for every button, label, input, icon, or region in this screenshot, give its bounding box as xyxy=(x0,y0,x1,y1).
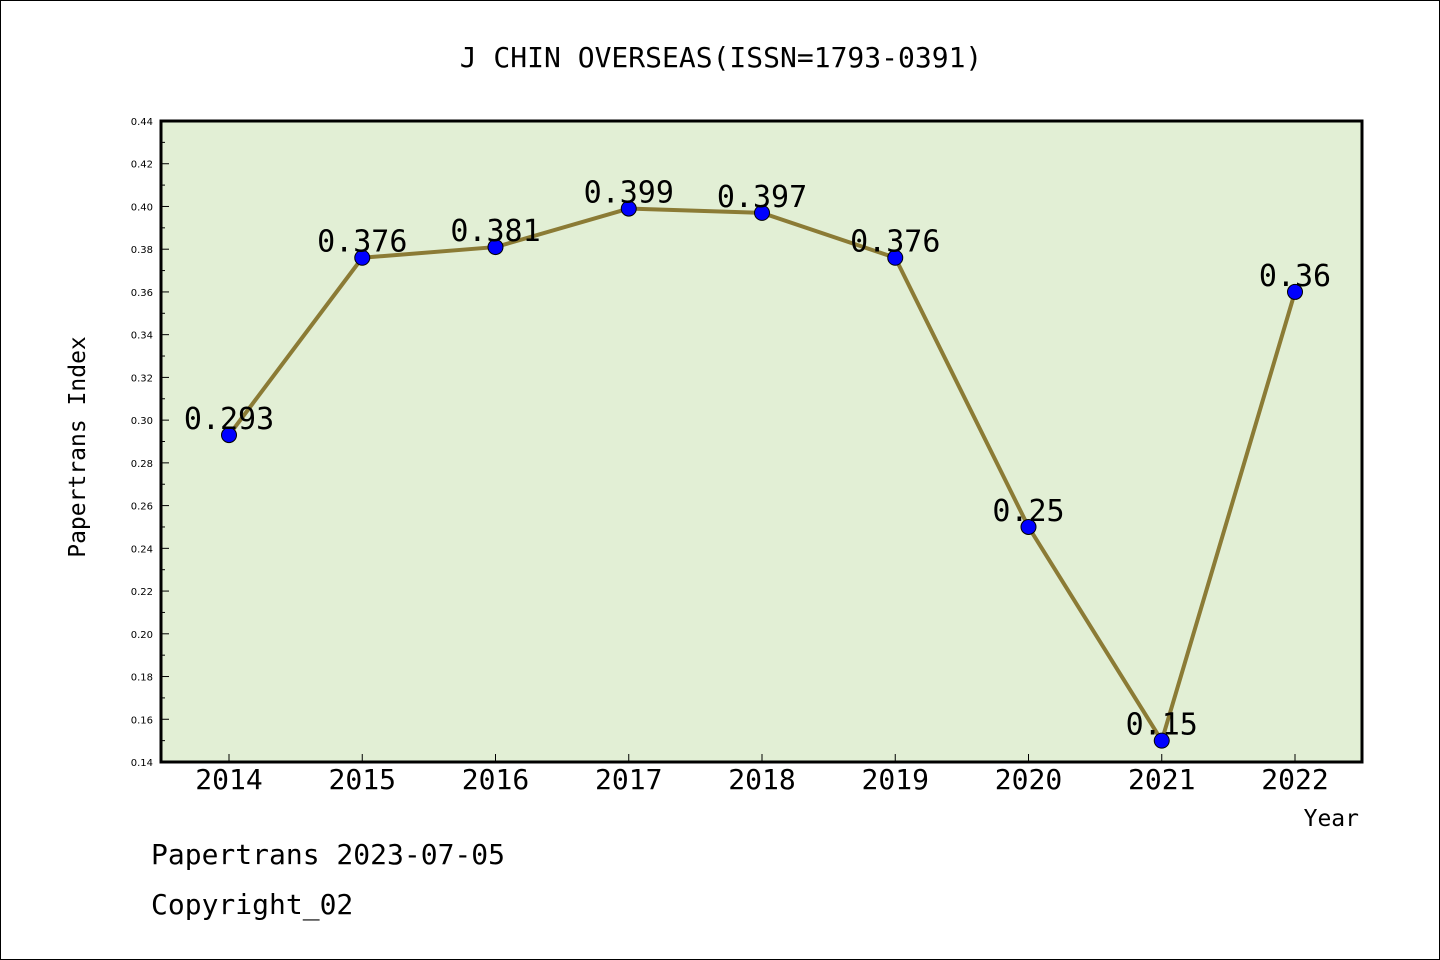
footer-date: Papertrans 2023-07-05 xyxy=(151,838,505,871)
data-value-label: 0.25 xyxy=(992,494,1064,529)
y-tick-label: 0.30 xyxy=(131,416,153,427)
y-tick-label: 0.22 xyxy=(131,587,153,598)
x-tick-label: 2021 xyxy=(1128,763,1195,796)
y-tick-label: 0.42 xyxy=(131,160,153,171)
plot-area xyxy=(161,121,1362,762)
data-point-marker xyxy=(1153,732,1170,749)
x-tick-label: 2019 xyxy=(862,763,929,796)
y-tick-label: 0.36 xyxy=(131,288,153,299)
data-value-label: 0.376 xyxy=(317,225,407,260)
data-labels: 0.293 0.376 0.381 0.399 0.397 0.376 0.25 0.15 0.… xyxy=(184,176,1331,743)
y-tick-label: 0.24 xyxy=(131,544,153,555)
y-tick-label: 0.16 xyxy=(131,715,153,726)
y-tick-label: 0.38 xyxy=(131,245,153,256)
x-tick-label: 2015 xyxy=(329,763,396,796)
x-tick-label: 2018 xyxy=(728,763,795,796)
footer-copyright: Copyright_02 xyxy=(151,888,353,922)
data-point-marker xyxy=(1020,518,1037,535)
data-value-label: 0.293 xyxy=(184,402,274,437)
data-point-marker xyxy=(620,200,637,217)
y-tick-label: 0.28 xyxy=(131,459,153,470)
data-value-label: 0.381 xyxy=(450,214,540,249)
plot-frame xyxy=(159,119,1364,764)
y-tick-label: 0.32 xyxy=(131,373,153,384)
data-point-marker xyxy=(354,249,371,266)
data-value-label: 0.15 xyxy=(1126,708,1198,743)
y-tick-label: 0.20 xyxy=(131,630,153,641)
data-value-label: 0.36 xyxy=(1259,259,1331,294)
x-tick-label: 2022 xyxy=(1261,763,1328,796)
data-point-marker xyxy=(754,204,770,221)
data-point-marker xyxy=(887,249,904,266)
series-markers xyxy=(221,200,1303,749)
data-point-marker xyxy=(487,239,504,256)
y-tick-label: 0.26 xyxy=(131,502,153,513)
data-point-marker xyxy=(221,427,237,444)
data-value-label: 0.376 xyxy=(850,225,940,260)
y-tick-label: 0.18 xyxy=(131,673,153,684)
data-value-label: 0.397 xyxy=(717,180,807,215)
data-point-marker xyxy=(1287,283,1303,300)
x-axis-title: Year xyxy=(1304,806,1359,832)
data-value-label: 0.399 xyxy=(584,176,674,211)
x-tick-label: 2016 xyxy=(462,763,529,796)
chart-title: J CHIN OVERSEAS(ISSN=1793-0391) xyxy=(460,41,983,74)
y-tick-label: 0.14 xyxy=(131,758,153,769)
x-axis: 2014 2015 2016 2017 2018 2019 2020 2021 2022 xyxy=(195,754,1329,796)
x-tick-label: 2017 xyxy=(595,763,662,796)
y-tick-label: 0.44 xyxy=(131,117,153,128)
y-axis-title: Papertrans Index xyxy=(65,336,91,558)
y-tick-label: 0.34 xyxy=(131,331,153,342)
y-tick-label: 0.40 xyxy=(131,202,153,213)
x-tick-label: 2020 xyxy=(995,763,1062,796)
x-tick-label: 2014 xyxy=(195,763,262,796)
